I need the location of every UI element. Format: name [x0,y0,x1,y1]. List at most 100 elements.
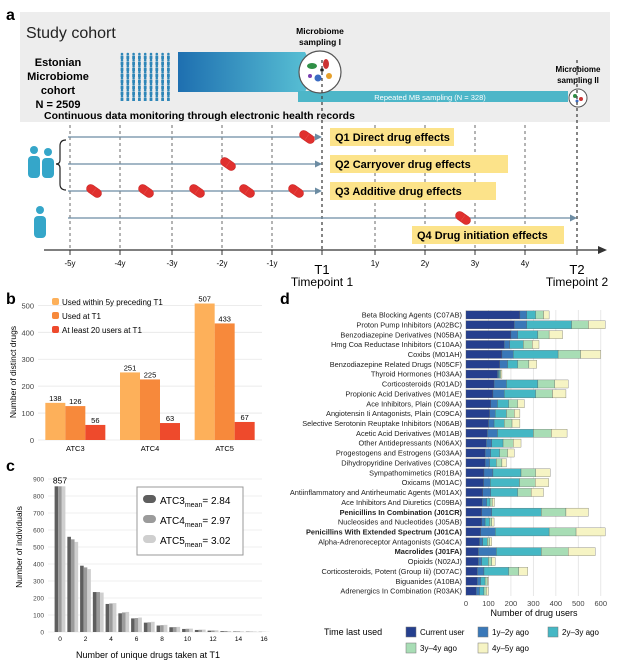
cohort-person-body [149,61,153,65]
bar-segment-d [543,310,550,320]
cohort-person-body [167,91,170,95]
ytick-c: 400 [33,562,44,569]
legend-label-at-t1: Used at T1 [62,312,102,321]
ytick-b: 100 [21,409,34,418]
cohort-person-body [143,61,147,65]
cohort-person-body [161,79,164,83]
sampling-2-line-2: sampling II [557,76,599,85]
category-label-d: Proton Pump Inhibitors (A02BC) [356,320,462,329]
bar-segment-d [499,360,508,369]
cohort-person-head [143,76,147,80]
timeline-tick-label: T2 [569,262,584,277]
legend-atc5-text: ATC5mean= 3.02 [160,536,231,549]
ytick-c: 700 [33,511,44,518]
cohort-person-head [143,88,147,92]
bar-segment-d [513,350,559,359]
xtick-c: 6 [135,636,139,643]
bar-c [172,627,177,632]
category-label-d: Progestogens and Estrogens (G03AA) [336,449,462,458]
bar-segment-d [497,369,499,379]
cohort-person-body [120,61,124,65]
bar-label-b: 433 [218,314,231,323]
category-label-d: Other Antidepressants (N06AX) [358,439,462,448]
sampling-1-line-1: Microbiome [296,26,344,36]
cohort-person-head [161,94,164,98]
legend-swatch-at-t1 [52,312,59,319]
bar-segment-d [571,320,589,329]
cohort-person-head [161,64,164,68]
xtick-c: 8 [160,636,164,643]
panel-label-a: a [6,7,15,24]
bar-segment-d [535,389,553,399]
ytick-c: 900 [33,477,44,484]
bar-segment-d [489,517,492,527]
bar-segment-d [507,448,515,458]
bar-b [45,402,66,440]
cohort-person-head [143,82,147,86]
panel-b-ylabel: Number of distinct drugs [8,326,18,418]
bar-segment-d [514,320,527,329]
legend-atc3-sub: mean [185,502,203,509]
cohort-person-body [126,91,130,95]
category-label-d: Opioids (N02AJ) [408,557,462,566]
legend-atc4-text: ATC4mean= 2.97 [160,516,231,529]
pill-half [244,187,255,198]
pill-half [143,187,154,198]
category-label-d: Antiinflammatory and Antirheumatic Agent… [290,488,462,497]
bar-segment-d [508,567,519,576]
timeline-tick-label: 3y [471,259,479,268]
bar-segment-d [465,448,486,458]
cohort-person-body [126,55,130,59]
sampling-2-line-1: Microbiome [556,65,601,74]
cohort-person-body [120,85,124,89]
bar-label-b: 67 [240,413,248,422]
cohort-person-head [149,64,153,68]
category-label-d: Adrenergics In Combination (R03AK) [340,587,462,596]
cohort-person-body [155,97,159,101]
cohort-person-body [126,73,130,77]
cohort-person-body [120,79,124,83]
cohort-person-body [167,55,170,59]
xtick-c: 4 [109,636,113,643]
bar-segment-d [511,419,521,428]
cohort-person-body [143,79,147,83]
cohort-person-head [167,64,170,68]
bar-c [185,628,190,632]
panel-label-d: d [280,291,290,308]
bar-segment-d [551,429,568,438]
cohort-person-body [167,67,170,71]
cohort-person-body [161,73,164,77]
xtick-d: 100 [482,599,495,608]
q3-box [330,182,496,200]
cohort-person-head [155,70,159,74]
microbe-1-icon [307,59,332,82]
cohort-person-head [120,88,124,92]
cohort-person-body [161,61,164,65]
panel-b-legend: Used within 5y preceding T1 Used at T1 A… [52,298,163,335]
category-label-d: Hmg Coa Reductase Inhibitors (C10AA) [331,340,462,349]
cohort-person-body [132,91,135,95]
bar-c [227,630,232,632]
bar-segment-d [495,527,550,537]
bar-segment-d [465,488,483,497]
bar-segment-d [554,379,569,389]
bar-segment-d [465,498,483,507]
cohort-person-head [132,64,135,68]
bar-segment-d [490,488,518,497]
bar-segment-d [530,488,544,497]
bar-segment-d [489,458,497,468]
bar-segment-d [496,458,503,468]
bar-segment-d [465,458,486,468]
cohort-person-head [167,76,170,80]
bar-segment-d [528,360,537,369]
bar-segment-d [475,586,480,596]
bar-segment-d [479,586,485,596]
pill-icon [86,184,102,198]
cohort-person-body [143,67,147,71]
cohort-person-body [143,97,147,101]
panel-c-chart: c Number of individuals 0100200300400500… [6,458,270,660]
category-label-d: Beta Blocking Agents (C07AB) [362,311,462,320]
cohort-person-head [167,52,170,56]
timeline-tick-labels: -5y -4y -3y -2y -1y T1 1y 2y 3y 4y T2 [64,259,584,277]
bar-segment-d [490,478,520,487]
